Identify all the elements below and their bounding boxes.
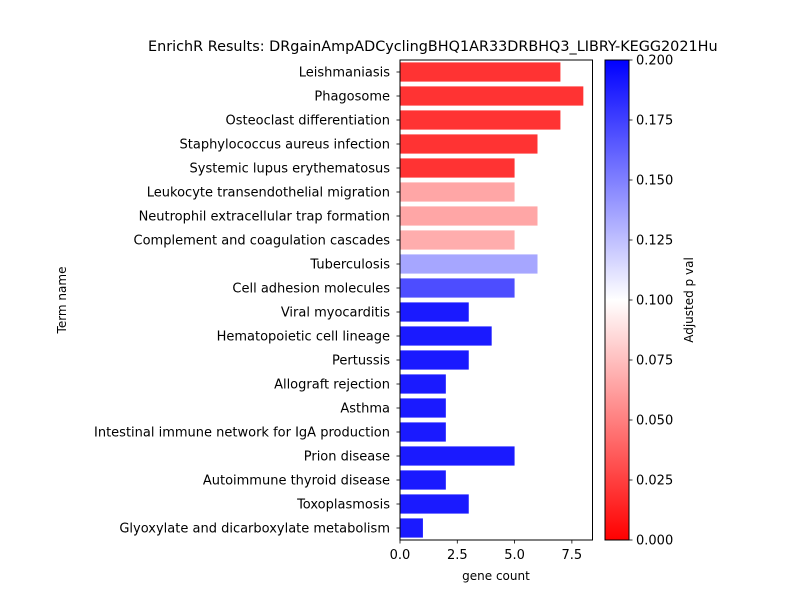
y-axis-label: Term name	[55, 267, 69, 335]
x-tick-label: 7.5	[562, 548, 583, 563]
colorbar	[604, 59, 630, 541]
colorbar-tick-label: 0.100	[636, 294, 673, 309]
bar	[400, 230, 515, 250]
colorbar-label: Adjusted p val	[682, 257, 696, 343]
y-tick-label: Toxoplasmosis	[296, 498, 390, 513]
bar	[400, 326, 492, 346]
x-axis-label: gene count	[462, 569, 530, 583]
colorbar-tick-label: 0.050	[636, 414, 673, 429]
bar	[400, 470, 446, 490]
y-tick-label: Phagosome	[314, 90, 390, 105]
chart-title: EnrichR Results: DRgainAmpADCyclingBHQ1A…	[148, 39, 718, 55]
bar	[400, 110, 561, 130]
colorbar-tick-label: 0.125	[636, 234, 673, 249]
bar	[400, 134, 538, 154]
y-tick-label: Viral myocarditis	[281, 306, 390, 321]
bar	[400, 278, 515, 298]
x-tick-label: 2.5	[447, 548, 468, 563]
bar	[400, 86, 584, 106]
y-tick-label: Systemic lupus erythematosus	[190, 162, 391, 177]
bar	[400, 158, 515, 178]
y-tick-label: Pertussis	[332, 354, 390, 369]
colorbar-tick-label: 0.150	[636, 174, 673, 189]
bar	[400, 446, 515, 466]
bar	[400, 374, 446, 394]
x-tick-label: 5.0	[504, 548, 525, 563]
bar	[400, 254, 538, 274]
colorbar-tick-label: 0.200	[636, 54, 673, 69]
x-ticks: 0.0 2.5 5.0 7.5	[390, 540, 583, 563]
y-tick-label: Leishmaniasis	[299, 66, 390, 81]
bar-group	[400, 62, 584, 538]
y-tick-label: Prion disease	[304, 450, 390, 465]
bar	[400, 206, 538, 226]
bar	[400, 182, 515, 202]
y-tick-label: Asthma	[340, 402, 390, 417]
bar	[400, 350, 469, 370]
colorbar-tick-label: 0.000	[636, 534, 673, 549]
y-tick-label: Glyoxylate and dicarboxylate metabolism	[119, 522, 390, 537]
bar	[400, 494, 469, 514]
y-tick-label: Leukocyte transendothelial migration	[147, 186, 390, 201]
y-tick-label: Staphylococcus aureus infection	[180, 138, 391, 153]
colorbar-tick-label: 0.175	[636, 114, 673, 129]
y-tick-label: Osteoclast differentiation	[226, 114, 390, 129]
y-tick-label: Autoimmune thyroid disease	[203, 474, 390, 489]
y-tick-label: Hematopoietic cell lineage	[217, 330, 390, 345]
y-tick-label: Cell adhesion molecules	[232, 282, 390, 297]
colorbar-ticks: 0.000 0.025 0.050 0.075 0.100 0.125 0.150 0.175…	[629, 54, 673, 549]
y-tick-label: Tuberculosis	[309, 258, 390, 273]
y-tick-labels: Leishmaniasis Phagosome Osteoclast differe…	[94, 66, 400, 537]
plot-frame	[399, 59, 593, 541]
colorbar-tick-label: 0.025	[636, 474, 673, 489]
bar	[400, 302, 469, 322]
colorbar-tick-label: 0.075	[636, 354, 673, 369]
bar	[400, 518, 423, 538]
y-tick-label: Allograft rejection	[274, 378, 390, 393]
y-tick-label: Intestinal immune network for IgA produc…	[94, 426, 390, 441]
y-tick-label: Complement and coagulation cascades	[134, 234, 391, 249]
bar	[400, 422, 446, 442]
bar	[400, 62, 561, 82]
y-tick-label: Neutrophil extracellular trap formation	[139, 210, 390, 225]
bar	[400, 398, 446, 418]
x-tick-label: 0.0	[390, 548, 411, 563]
